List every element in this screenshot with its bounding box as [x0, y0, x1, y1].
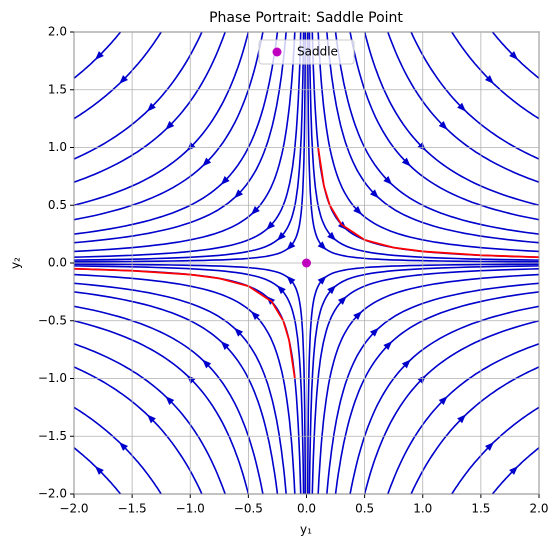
streamline — [51, 302, 267, 517]
streamline — [346, 9, 559, 224]
streamline — [51, 266, 304, 517]
y-tick-label: 1.0 — [48, 140, 67, 154]
streamline — [439, 9, 559, 132]
streamline — [476, 9, 559, 95]
chart-title: Phase Portrait: Saddle Point — [209, 10, 403, 26]
streamline — [308, 264, 559, 517]
equilibrium-point — [302, 259, 311, 268]
x-tick-label: −1.5 — [118, 502, 147, 516]
streamline — [51, 358, 212, 518]
streamline — [309, 266, 559, 517]
streamline — [346, 302, 559, 517]
x-axis-label: y₁ — [300, 523, 312, 537]
y-tick-label: 2.0 — [48, 25, 67, 39]
streamline — [402, 9, 559, 169]
y-tick-label: −2.0 — [38, 487, 67, 501]
streamline — [51, 394, 175, 517]
x-tick-label: −2.0 — [59, 502, 88, 516]
x-tick-label: 1.0 — [413, 502, 432, 516]
streamline — [51, 9, 212, 169]
streamline — [51, 9, 267, 224]
y-tick-label: −1.0 — [38, 371, 67, 385]
streamline — [51, 268, 302, 517]
streamline — [51, 264, 306, 517]
y-tick-label: 0.5 — [48, 198, 67, 212]
x-tick-label: 2.0 — [529, 502, 548, 516]
streamline — [51, 9, 175, 132]
streamline — [51, 274, 296, 518]
x-tick-label: 1.5 — [471, 502, 490, 516]
legend-marker — [273, 48, 282, 57]
x-tick-label: −0.5 — [234, 502, 263, 516]
x-tick-label: 0.0 — [297, 502, 316, 516]
streamline — [312, 268, 559, 517]
streamline — [439, 394, 559, 517]
y-tick-label: −0.5 — [38, 313, 67, 327]
x-tick-label: −1.0 — [176, 502, 205, 516]
y-tick-label: 0.0 — [48, 256, 67, 270]
y-tick-label: −1.5 — [38, 429, 67, 443]
streamline — [402, 358, 559, 518]
x-tick-label: 0.5 — [355, 502, 374, 516]
legend-label: Saddle — [297, 45, 338, 59]
y-tick-label: 1.5 — [48, 82, 67, 96]
y-axis-label: y₂ — [9, 257, 23, 269]
